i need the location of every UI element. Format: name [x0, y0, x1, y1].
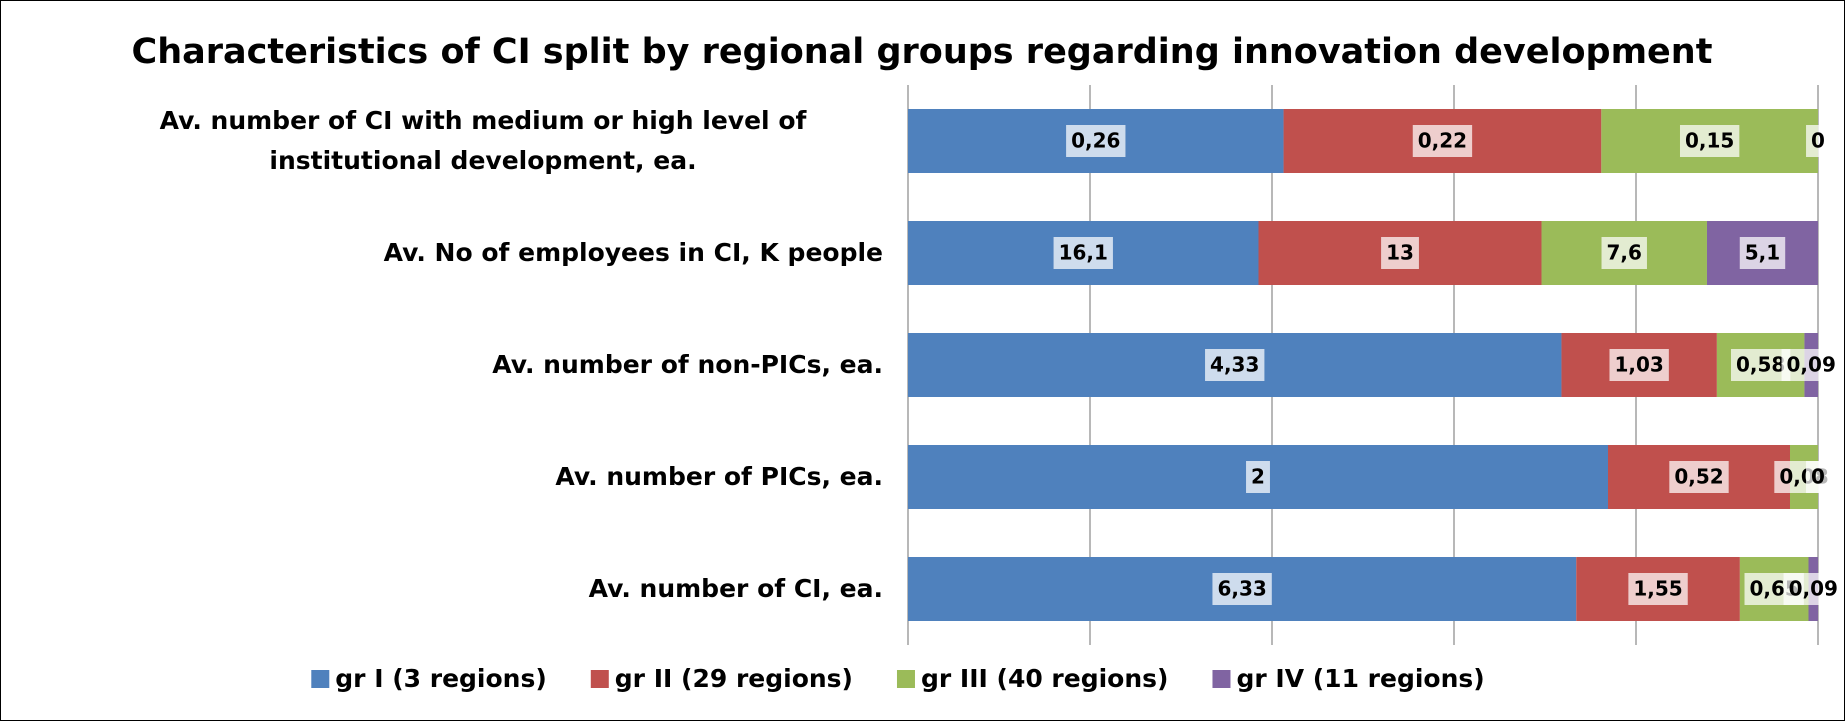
data-label: 0,22 — [1412, 125, 1473, 157]
data-label-box — [1739, 237, 1786, 269]
data-label-box — [1669, 461, 1729, 493]
legend-swatch — [590, 670, 609, 688]
data-label-text: 0,52 — [1674, 465, 1723, 489]
data-label-box — [1806, 461, 1830, 493]
data-label: 0,58 — [1730, 349, 1791, 381]
legend: gr I (3 regions) gr II (29 regions) gr III… — [311, 664, 1485, 693]
data-label-text: 13 — [1386, 241, 1414, 265]
data-label-box — [1212, 573, 1272, 605]
data-label-box — [1053, 237, 1113, 269]
data-label-box — [1205, 349, 1265, 381]
data-label-text: 0,15 — [1685, 129, 1734, 153]
data-label-box — [1246, 461, 1270, 493]
data-label: 0,26 — [1066, 125, 1126, 157]
data-label-box — [1609, 349, 1669, 381]
data-label-box — [1381, 237, 1419, 269]
legend-label: gr IV (11 regions) — [1236, 664, 1484, 693]
data-label-box — [1601, 237, 1647, 269]
legend-label: gr III (40 regions) — [921, 664, 1169, 693]
data-label: 4,33 — [1205, 349, 1265, 381]
category-text: Av. number of PICs, ea. — [555, 462, 883, 491]
category-text: Av. number of non-PICs, ea. — [492, 350, 883, 379]
data-label: 0,15 — [1679, 125, 1740, 157]
data-label-text: 2 — [1251, 465, 1265, 489]
legend-swatch — [896, 670, 915, 688]
data-label-text: 7,6 — [1607, 241, 1642, 265]
category-text: Av. number of CI with medium or high lev… — [159, 106, 807, 175]
data-label-text: 0 — [1811, 129, 1825, 153]
data-label-text: 0 — [1811, 465, 1825, 489]
data-label: 2 — [1246, 461, 1270, 493]
data-label-box — [1730, 349, 1791, 381]
data-label-box — [1679, 125, 1740, 157]
data-label-text: 1,55 — [1633, 577, 1682, 601]
data-label-text: 16,1 — [1059, 241, 1108, 265]
data-label-box — [1806, 125, 1830, 157]
data-label: 7,6 — [1601, 237, 1647, 269]
data-label: 6,33 — [1212, 573, 1272, 605]
category-label: Av. No of employees in CI, K people — [384, 213, 883, 293]
data-label: 0 — [1806, 125, 1830, 157]
data-label-text: 4,33 — [1210, 353, 1259, 377]
data-label-box — [1781, 349, 1841, 381]
data-label-text: 0,09 — [1787, 353, 1836, 377]
data-label-text: 0,58 — [1736, 353, 1785, 377]
data-label-text: 1,03 — [1614, 353, 1663, 377]
data-label-box — [1628, 573, 1688, 605]
category-text: Av. number of CI, ea. — [588, 574, 883, 603]
data-label-box — [1783, 573, 1843, 605]
data-label-text: 0,26 — [1071, 129, 1120, 153]
data-label: 1,55 — [1628, 573, 1688, 605]
legend-label: gr II (29 regions) — [615, 664, 853, 693]
data-label-box — [1066, 125, 1126, 157]
data-label: 16,1 — [1053, 237, 1113, 269]
data-label-text: 6,33 — [1217, 577, 1266, 601]
data-label: 0,09 — [1783, 573, 1843, 605]
data-label-text: 5,1 — [1745, 241, 1780, 265]
data-label-box — [1412, 125, 1473, 157]
category-label: Av. number of non-PICs, ea. — [492, 325, 883, 405]
category-label: Av. number of CI with medium or high lev… — [83, 101, 883, 181]
category-label: Av. number of CI, ea. — [589, 549, 883, 629]
data-label: 5,1 — [1739, 237, 1786, 269]
legend-swatch — [1212, 670, 1231, 688]
data-label: 1,03 — [1609, 349, 1669, 381]
legend-swatch — [311, 670, 330, 688]
chart-title: Characteristics of CI split by regional … — [132, 32, 1713, 72]
data-label: 0 — [1806, 461, 1830, 493]
category-label: Av. number of PICs, ea. — [555, 437, 883, 517]
legend-label: gr I (3 regions) — [335, 664, 547, 693]
data-label-text: 0,22 — [1418, 129, 1467, 153]
data-label-text: 0,09 — [1789, 577, 1838, 601]
data-label: 0,09 — [1781, 349, 1841, 381]
data-label: 13 — [1381, 237, 1419, 269]
data-label: 0,52 — [1669, 461, 1729, 493]
category-text: Av. No of employees in CI, K people — [383, 238, 883, 267]
